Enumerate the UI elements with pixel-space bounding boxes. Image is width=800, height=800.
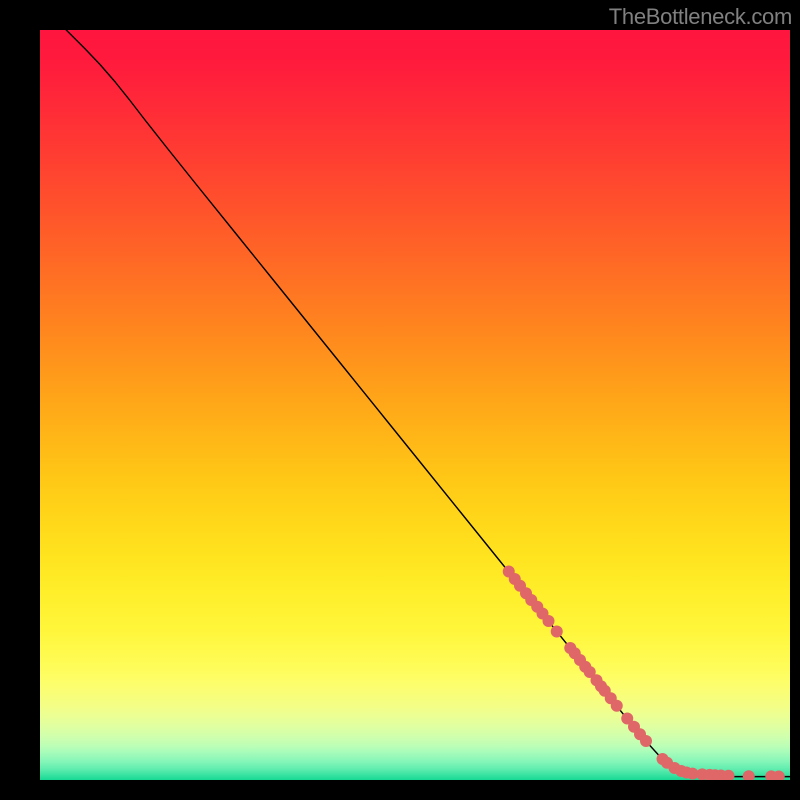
data-point — [611, 700, 623, 712]
data-point — [543, 615, 555, 627]
data-point — [551, 626, 563, 638]
chart-svg — [40, 30, 790, 780]
heatmap-background — [40, 30, 790, 780]
data-point — [640, 735, 652, 747]
chart-stage: TheBottleneck.com — [0, 0, 800, 800]
attribution-label: TheBottleneck.com — [609, 4, 792, 30]
plot-area — [40, 30, 790, 780]
